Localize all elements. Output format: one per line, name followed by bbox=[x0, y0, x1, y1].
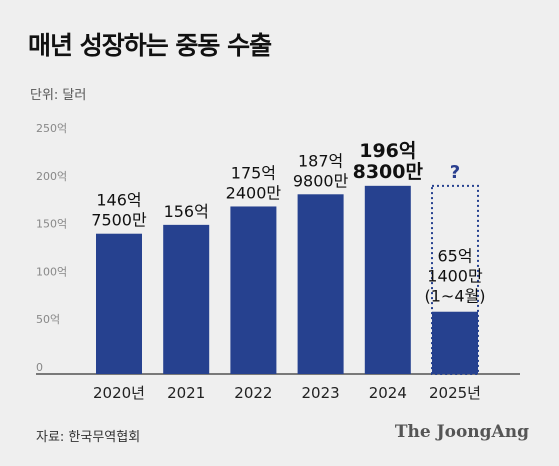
x-tick-label: 2023 bbox=[302, 384, 340, 402]
y-tick-label: 150억 bbox=[36, 218, 67, 231]
data-label: 65억 bbox=[437, 247, 472, 266]
data-label: 7500만 bbox=[91, 211, 147, 230]
data-label: 8300만 bbox=[353, 161, 424, 183]
data-label: 175억 bbox=[231, 163, 276, 182]
x-tick-label: 2020년 bbox=[93, 384, 145, 402]
y-tick-label: 250억 bbox=[36, 122, 67, 135]
bar bbox=[96, 233, 142, 374]
x-tick-label: 2021 bbox=[167, 384, 205, 402]
data-label: 2400만 bbox=[226, 183, 282, 202]
x-tick-label: 2024 bbox=[369, 384, 407, 402]
brand-logo: The JoongAng bbox=[394, 422, 529, 442]
chart-title: 매년 성장하는 중동 수출 bbox=[28, 31, 272, 60]
data-label: (1~4월) bbox=[425, 287, 486, 306]
data-label: 187억 bbox=[298, 151, 343, 170]
bar bbox=[297, 194, 344, 374]
bar bbox=[163, 224, 210, 374]
bar bbox=[432, 311, 478, 374]
bar bbox=[364, 185, 411, 374]
y-tick-label: 0 bbox=[36, 361, 43, 374]
data-label: 156억 bbox=[164, 202, 209, 221]
y-tick-label: 200억 bbox=[36, 170, 67, 183]
x-tick-label: 2025년 bbox=[429, 384, 481, 402]
source-label: 자료: 한국무역협회 bbox=[36, 430, 141, 445]
projected-label: ? bbox=[450, 162, 460, 183]
data-label: 196억 bbox=[359, 140, 416, 162]
data-label: 1400만 bbox=[427, 267, 483, 286]
data-label: 146억 bbox=[96, 191, 141, 210]
projected-outline bbox=[431, 184, 479, 375]
x-tick-label: 2022 bbox=[234, 384, 272, 402]
data-label: 9800만 bbox=[293, 171, 349, 190]
y-tick-label: 100억 bbox=[36, 265, 67, 278]
unit-label: 단위: 달러 bbox=[30, 88, 87, 103]
y-tick-label: 50억 bbox=[36, 313, 60, 326]
bar bbox=[230, 206, 277, 374]
